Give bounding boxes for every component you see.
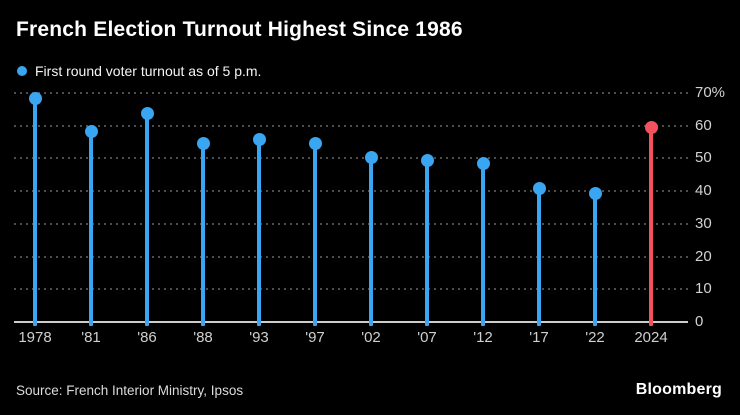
x-tick-label: '07 xyxy=(417,329,437,346)
chart-title: French Election Turnout Highest Since 19… xyxy=(16,18,463,41)
data-point-stem xyxy=(89,131,93,326)
data-point-stem xyxy=(257,139,261,326)
data-point-stem xyxy=(537,188,541,326)
x-tick-label: '86 xyxy=(137,329,157,346)
data-point-dot xyxy=(28,92,42,106)
data-point-dot xyxy=(644,121,658,135)
y-tick-label: 60 xyxy=(695,116,712,134)
gridline xyxy=(14,157,688,160)
y-tick-label: 50 xyxy=(695,149,712,167)
x-tick-label: '12 xyxy=(473,329,493,346)
data-point-dot xyxy=(476,157,490,171)
data-point-dot xyxy=(140,106,154,120)
data-point-stem xyxy=(313,143,317,326)
y-tick-label: 40 xyxy=(695,182,712,200)
legend-label: First round voter turnout as of 5 p.m. xyxy=(35,63,262,79)
gridline xyxy=(14,124,688,127)
y-tick-label: 0 xyxy=(695,313,704,330)
data-point-dot xyxy=(588,186,602,200)
gridline xyxy=(14,255,688,258)
data-point-dot xyxy=(420,154,434,168)
data-point-stem xyxy=(649,127,653,326)
x-tick-label: '88 xyxy=(193,329,213,346)
source-note: Source: French Interior Ministry, Ipsos xyxy=(16,383,244,398)
x-tick-label: 2024 xyxy=(634,329,668,346)
data-point-dot xyxy=(84,124,98,138)
y-tick-label: 10 xyxy=(695,280,712,298)
x-tick-label: '97 xyxy=(305,329,325,346)
y-tick-label: 30 xyxy=(695,214,712,232)
x-axis-line xyxy=(14,321,688,323)
gridline xyxy=(14,288,688,291)
data-point-dot xyxy=(196,137,210,151)
x-tick-label: '02 xyxy=(361,329,381,346)
data-point-dot xyxy=(364,150,378,164)
data-point-stem xyxy=(481,163,485,326)
bloomberg-logo: Bloomberg xyxy=(635,381,722,398)
y-tick-label: 70% xyxy=(695,84,726,101)
x-tick-label: '22 xyxy=(585,329,605,346)
data-point-stem xyxy=(425,160,429,326)
gridline xyxy=(14,92,688,94)
legend-dot-icon xyxy=(17,66,27,76)
data-point-stem xyxy=(201,143,205,326)
x-tick-label: '81 xyxy=(81,329,101,346)
data-point-stem xyxy=(145,113,149,326)
y-tick-label: 20 xyxy=(695,247,712,265)
data-point-dot xyxy=(308,136,322,150)
data-point-stem xyxy=(369,157,373,326)
x-tick-label: '93 xyxy=(249,329,269,346)
data-point-dot xyxy=(252,132,266,146)
data-point-dot xyxy=(532,181,546,195)
legend: First round voter turnout as of 5 p.m. xyxy=(17,63,261,79)
x-tick-label: 1978 xyxy=(18,329,52,346)
data-point-stem xyxy=(593,193,597,326)
x-tick-label: '17 xyxy=(529,329,549,346)
gridline xyxy=(14,222,688,225)
gridline xyxy=(14,190,688,193)
data-point-stem xyxy=(33,98,37,326)
